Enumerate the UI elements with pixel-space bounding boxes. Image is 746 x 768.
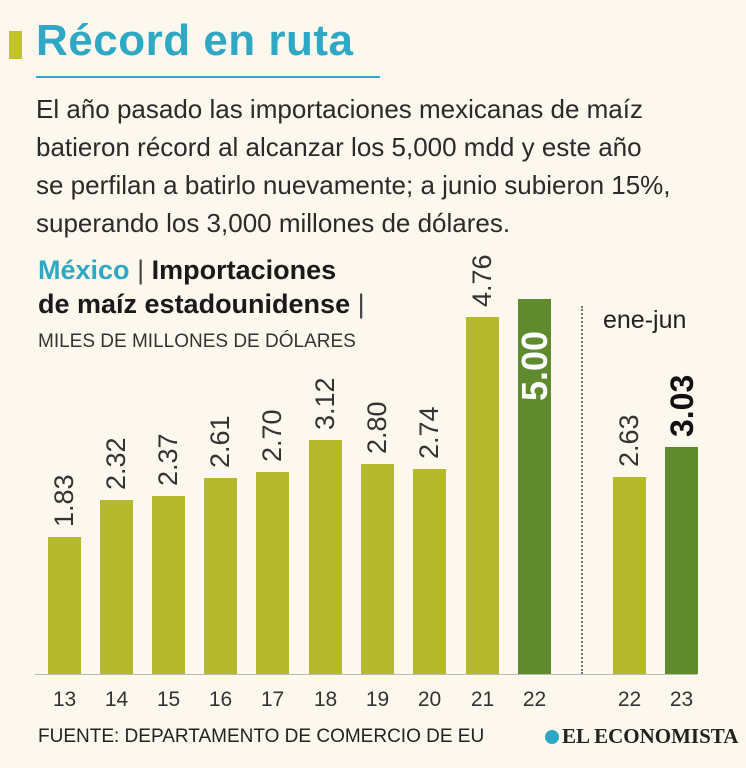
chart-title-line1: Importaciones [151, 255, 337, 285]
lede-line: se perfilan a batirlo nuevamente; a juni… [36, 170, 671, 200]
bar-annual-18 [309, 440, 342, 674]
x-tick-label: 15 [156, 688, 181, 711]
bar-value-label: 2.61 [205, 415, 235, 469]
chart-title-separator: | [357, 289, 365, 319]
source-note: FUENTE: DEPARTAMENTO DE COMERCIO DE EU [38, 726, 485, 747]
bar-annual-16 [204, 478, 237, 674]
bar-annual-21 [466, 317, 499, 674]
bar-annual-17 [256, 471, 289, 674]
x-tick-label: 19 [365, 688, 390, 711]
bar-value-label: 1.83 [49, 474, 79, 527]
brand-logo: EL ECONOMISTA [545, 724, 738, 749]
period-label: ene-jun [603, 306, 687, 334]
bar-value-label: 2.74 [414, 405, 444, 459]
bar-value-label: 4.76 [467, 254, 497, 307]
bar-annual-19 [361, 464, 394, 674]
period-divider [581, 306, 583, 674]
chart-title-line2: de maíz estadounidense [38, 289, 351, 319]
lede-line: El año pasado las importaciones mexicana… [36, 94, 643, 124]
bar-jan-jun-23 [665, 446, 698, 674]
brand-name: EL ECONOMISTA [562, 724, 739, 748]
x-tick-label: 22 [522, 688, 547, 711]
x-tick-label: 14 [104, 688, 129, 711]
title-underline [36, 76, 380, 78]
chart-title: México | Importaciones de maíz estadouni… [38, 253, 365, 321]
x-tick-label: 21 [470, 688, 495, 711]
bar-value-label: 2.37 [153, 433, 183, 487]
bar-annual-13 [48, 536, 81, 674]
bar-value-label: 2.63 [614, 414, 644, 467]
chart-baseline [35, 674, 697, 675]
x-tick-label: 23 [669, 688, 694, 711]
lede-line: superando los 3,000 millones de dólares. [36, 208, 511, 238]
title-accent-bar [9, 31, 22, 59]
bar-value-label: 2.80 [362, 401, 392, 454]
lede-paragraph: El año pasado las importaciones mexicana… [36, 90, 726, 242]
chart-title-country: México [38, 255, 130, 285]
x-tick-label: 16 [208, 688, 233, 711]
bar-annual-15 [152, 496, 185, 674]
brand-logo-icon [545, 730, 559, 744]
bar-value-label: 2.32 [101, 437, 131, 490]
x-tick-label: 17 [260, 688, 285, 711]
bar-annual-14 [100, 500, 133, 674]
x-tick-label: 22 [617, 688, 642, 711]
x-tick-label: 13 [52, 688, 77, 711]
bar-annual-22 [518, 299, 551, 674]
x-tick-label: 20 [417, 688, 442, 711]
bar-jan-jun-22 [613, 476, 646, 674]
page-title: Récord en ruta [36, 16, 354, 65]
bar-value-label: 3.12 [310, 377, 340, 430]
lede-line: batieron récord al alcanzar los 5,000 md… [36, 132, 642, 162]
bar-value-label: 3.03 [663, 374, 700, 437]
bar-value-label: 2.70 [257, 408, 287, 462]
chart-units-label: MILES DE MILLONES DE DÓLARES [38, 331, 356, 352]
bar-annual-20 [413, 468, 446, 674]
bar-value-label: 5.00 [513, 330, 555, 401]
chart-title-separator: | [137, 255, 145, 285]
x-tick-label: 18 [313, 688, 338, 711]
